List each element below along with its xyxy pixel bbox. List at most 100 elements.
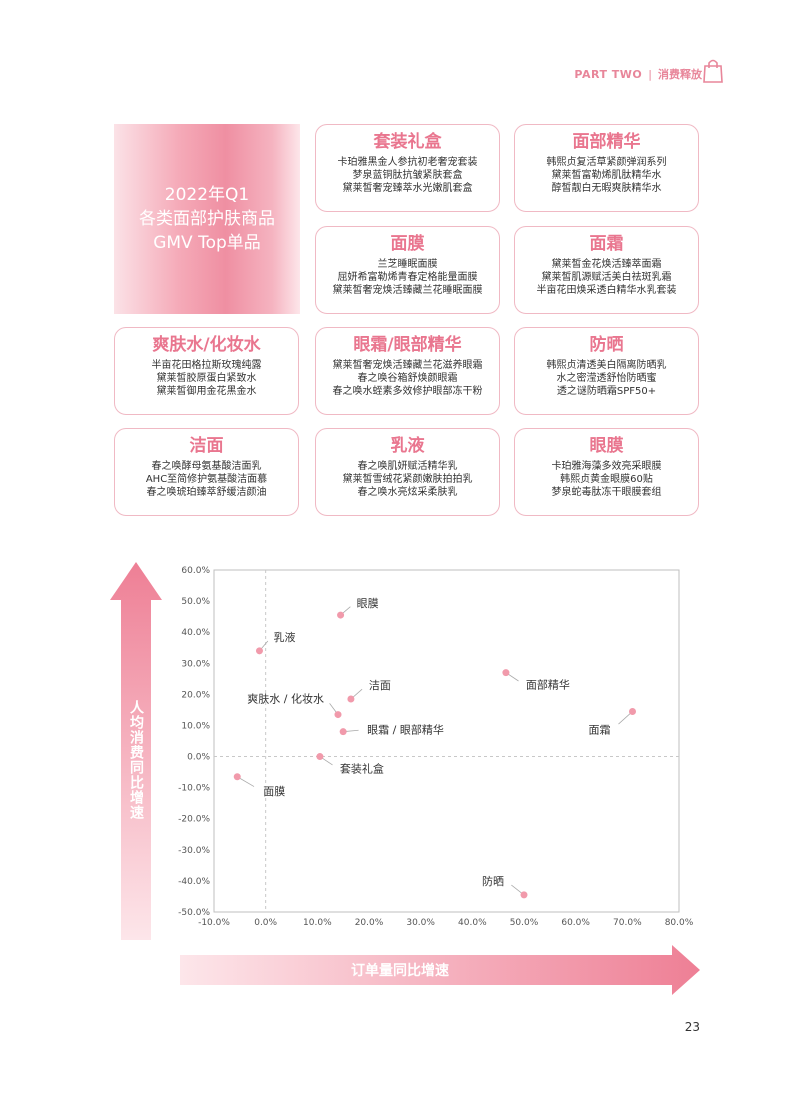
category-card: 面膜 兰芝睡眠面膜 屈妍希富勒烯青春定格能量面膜 黛莱皙奢宠焕活臻藏兰花睡眠面膜 bbox=[315, 226, 500, 314]
card-item: AHC至简修护氨基酸洁面慕 bbox=[145, 474, 268, 485]
card-item: 黛莱皙胶原蛋白紧致水 bbox=[156, 373, 257, 384]
card-item: 透之谜防晒霜SPF50+ bbox=[556, 386, 657, 397]
card-title: 眼霜/眼部精华 bbox=[353, 335, 462, 355]
card-item: 卡珀雅黑金人参抗初老奢宠套装 bbox=[337, 157, 478, 168]
x-tick-label: -10.0% bbox=[198, 918, 230, 928]
point-label: 防晒 bbox=[482, 874, 504, 888]
category-card: 防晒 韩熙贞清透美白隔离防晒乳 水之密滢透舒怡防晒蜜 透之谜防晒霜SPF50+ bbox=[514, 327, 699, 415]
y-tick-label: 30.0% bbox=[181, 659, 210, 669]
card-item: 半亩花田焕采透白精华水乳套装 bbox=[536, 285, 677, 296]
card-item: 水之密滢透舒怡防晒蜜 bbox=[556, 373, 657, 384]
card-item: 韩熙贞复活草紧颜弹润系列 bbox=[546, 157, 667, 168]
y-tick-label: 60.0% bbox=[181, 566, 210, 576]
x-axis-label: 订单量同比增速 bbox=[351, 962, 449, 979]
y-tick-label: 20.0% bbox=[181, 690, 210, 700]
card-title: 眼膜 bbox=[589, 436, 624, 456]
x-tick-label: 30.0% bbox=[406, 918, 435, 928]
y-tick-label: 50.0% bbox=[181, 597, 210, 607]
x-tick-label: 50.0% bbox=[510, 918, 539, 928]
point-label: 面膜 bbox=[263, 785, 285, 798]
card-item: 屈妍希富勒烯青春定格能量面膜 bbox=[337, 272, 478, 283]
point-label: 眼膜 bbox=[357, 597, 379, 610]
card-item: 黛莱皙御用金花黑金水 bbox=[156, 386, 257, 397]
card-title: 面部精华 bbox=[572, 132, 641, 152]
title-line-1: 2022年Q1 bbox=[164, 185, 250, 205]
category-card: 眼霜/眼部精华 黛莱皙奢宠焕活臻藏兰花滋养眼霜 春之唤谷箱舒焕颜眼霜 春之唤水蛭… bbox=[315, 327, 500, 415]
x-tick-label: 10.0% bbox=[303, 918, 332, 928]
point-label: 乳液 bbox=[273, 630, 295, 644]
header-separator: | bbox=[648, 67, 652, 81]
category-card: 套装礼盒 卡珀雅黑金人参抗初老奢宠套装 梦泉蓝铜肽抗皱紧肤套盒 黛莱皙奢宠臻萃水… bbox=[315, 124, 500, 212]
category-card: 乳液 春之唤肌妍赋活精华乳 黛莱皙雪绒花紧颜嫩肤拍拍乳 春之唤水亮炫采柔肤乳 bbox=[315, 428, 500, 516]
card-item: 春之唤水蛭素多效修护眼部冻干粉 bbox=[332, 386, 483, 397]
x-tick-label: 40.0% bbox=[458, 918, 487, 928]
card-item: 春之唤琥珀臻萃舒缓洁颜油 bbox=[146, 487, 267, 498]
card-item: 醇皙靓白无暇爽肤精华水 bbox=[551, 183, 662, 194]
card-title: 洁面 bbox=[189, 436, 224, 456]
card-item: 黛莱皙金花焕活臻萃面霜 bbox=[551, 259, 662, 270]
card-title: 防晒 bbox=[589, 335, 624, 355]
point-label: 眼霜 / 眼部精华 bbox=[367, 723, 444, 737]
y-tick-label: 0.0% bbox=[187, 753, 210, 763]
card-item: 春之唤水亮炫采柔肤乳 bbox=[357, 487, 458, 498]
x-axis-arrow bbox=[180, 945, 700, 995]
card-item: 黛莱皙肌源赋活美白祛斑乳霜 bbox=[541, 272, 672, 283]
card-title: 爽肤水/化妆水 bbox=[152, 335, 261, 355]
point-label: 套装礼盒 bbox=[340, 762, 384, 776]
page-title-block: 2022年Q1 各类面部护肤商品 GMV Top单品 bbox=[114, 124, 300, 314]
card-item: 梦泉蓝铜肽抗皱紧肤套盒 bbox=[352, 170, 463, 181]
card-title: 面霜 bbox=[589, 234, 624, 254]
card-item: 黛莱皙雪绒花紧颜嫩肤拍拍乳 bbox=[342, 474, 473, 485]
card-item: 春之唤谷箱舒焕颜眼霜 bbox=[357, 373, 458, 384]
card-title: 面膜 bbox=[390, 234, 425, 254]
card-item: 春之唤酵母氨基酸洁面乳 bbox=[151, 461, 262, 472]
scatter-point bbox=[334, 711, 342, 719]
card-item: 黛莱皙奢宠臻萃水光嫩肌套盒 bbox=[342, 183, 473, 194]
card-title: 乳液 bbox=[390, 436, 425, 456]
page-number: 23 bbox=[684, 1020, 700, 1034]
scatter-point bbox=[339, 728, 347, 736]
category-card: 洁面 春之唤酵母氨基酸洁面乳 AHC至简修护氨基酸洁面慕 春之唤琥珀臻萃舒缓洁颜… bbox=[114, 428, 299, 516]
y-tick-label: -30.0% bbox=[178, 846, 210, 856]
x-tick-label: 20.0% bbox=[355, 918, 384, 928]
part-label: PART TWO bbox=[574, 67, 643, 81]
card-item: 春之唤肌妍赋活精华乳 bbox=[357, 461, 458, 472]
scatter-point bbox=[629, 707, 636, 715]
y-tick-label: -10.0% bbox=[178, 784, 210, 794]
scatter-point bbox=[347, 695, 355, 703]
section-header: PART TWO | 消费释放 bbox=[574, 66, 702, 82]
scatter-point bbox=[337, 611, 345, 619]
point-label: 面部精华 bbox=[526, 678, 570, 692]
card-item: 韩熙贞黄金眼膜60贴 bbox=[560, 474, 653, 485]
y-tick-label: -40.0% bbox=[178, 877, 210, 887]
point-label: 面霜 bbox=[589, 723, 611, 736]
title-line-2: 各类面部护肤商品 bbox=[139, 209, 275, 229]
card-item: 韩熙贞清透美白隔离防晒乳 bbox=[546, 360, 667, 371]
card-item: 半亩花田格拉斯玫瑰纯露 bbox=[151, 360, 262, 371]
category-card: 面部精华 韩熙贞复活草紧颜弹润系列 黛莱皙富勒烯肌肽精华水 醇皙靓白无暇爽肤精华… bbox=[514, 124, 699, 212]
card-item: 兰芝睡眠面膜 bbox=[377, 259, 438, 270]
x-tick-label: 60.0% bbox=[561, 918, 590, 928]
x-tick-label: 70.0% bbox=[613, 918, 642, 928]
category-card: 眼膜 卡珀雅海藻多效亮采眼膜 韩熙贞黄金眼膜60贴 梦泉蛇毒肽冻干眼膜套组 bbox=[514, 428, 699, 516]
y-tick-label: -50.0% bbox=[178, 908, 210, 918]
card-title: 套装礼盒 bbox=[373, 132, 442, 152]
scatter-point bbox=[520, 891, 528, 899]
section-label: 消费释放 bbox=[658, 68, 702, 81]
point-label: 洁面 bbox=[369, 679, 391, 692]
y-tick-label: 40.0% bbox=[181, 628, 210, 638]
point-label: 爽肤水 / 化妆水 bbox=[247, 692, 324, 706]
category-card: 面霜 黛莱皙金花焕活臻萃面霜 黛莱皙肌源赋活美白祛斑乳霜 半亩花田焕采透白精华水… bbox=[514, 226, 699, 314]
category-card: 爽肤水/化妆水 半亩花田格拉斯玫瑰纯露 黛莱皙胶原蛋白紧致水 黛莱皙御用金花黑金… bbox=[114, 327, 299, 415]
scatter-point bbox=[316, 753, 324, 761]
card-item: 梦泉蛇毒肽冻干眼膜套组 bbox=[551, 487, 662, 498]
y-axis-arrow bbox=[110, 562, 162, 940]
y-tick-label: 10.0% bbox=[181, 721, 210, 731]
y-axis-label: 人均消费同比增速 bbox=[128, 699, 144, 820]
card-item: 黛莱皙富勒烯肌肽精华水 bbox=[551, 170, 662, 181]
shopping-bag-icon bbox=[703, 59, 723, 83]
x-tick-label: 80.0% bbox=[665, 918, 694, 928]
scatter-point bbox=[233, 773, 241, 781]
x-tick-label: 0.0% bbox=[254, 918, 277, 928]
